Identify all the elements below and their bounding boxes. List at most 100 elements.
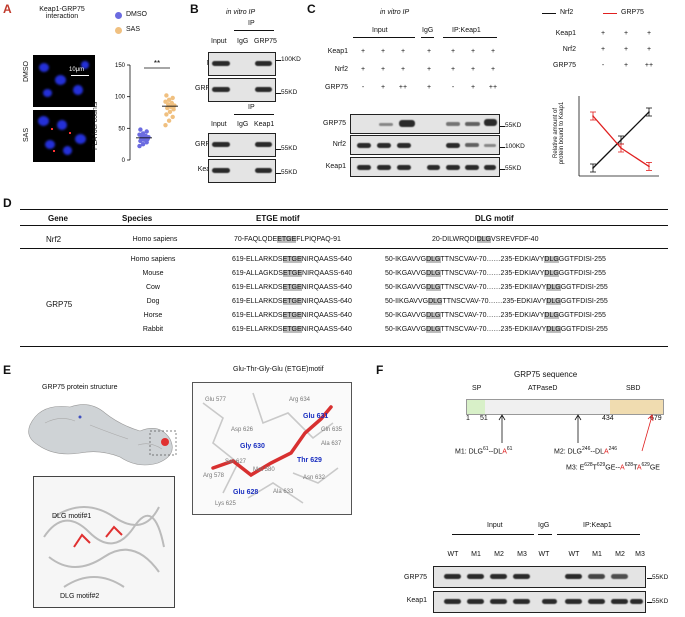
legend-line-nrf2 [542,13,556,14]
th-dlg: DLG motif [475,214,514,223]
dlg-highlight: DLG [426,256,441,263]
group-c-igg: IgG [422,27,434,34]
th-etge: ETGE motif [256,214,300,223]
blot-c-grp75 [350,114,500,134]
species-homo-sapiens: Homo sapiens [130,256,176,263]
micrograph-sas [33,110,95,162]
cond-c-sign: + [490,48,496,55]
cond-c-sign: + [380,48,386,55]
pos-51: 51 [480,415,488,422]
row-f-keap1: Keap1 [406,597,427,604]
res-gly630: Gly 630 [240,443,265,450]
row-label-sas: SAS [23,127,30,142]
cond-c-sign: - [451,84,455,91]
dlg-highlight: DLG [426,326,441,333]
y-tick-label: 100 [115,95,126,101]
protein-ribbon-box: DLG motif#1 DLG motif#2 [33,476,175,608]
species-cow: Cow [145,284,160,291]
pla-dot-plot: 0 50 100 150 ** [115,60,178,164]
y-tick-label: 0 [122,158,126,164]
pos-434: 434 [602,415,614,422]
ip-line-f-ip [557,534,640,535]
domain-sbd [610,400,663,414]
dlg-seq: 50-IKGAVVGDLGTTNSCVAV-70……235-EDKIIAVYDL… [385,284,608,291]
cond-cc-sign: + [600,30,606,37]
dlg-part: 50-IKGAVVG [385,326,427,333]
ip-line-b-bottom [234,114,274,115]
etge-part: 70-FAQLQDE [234,236,278,243]
th-gene: Gene [48,214,69,223]
domain-sp-label: SP [472,385,482,392]
cond-c-sign: + [400,48,406,55]
y-tick-label: 50 [118,126,125,132]
res-gln635: Gln 635 [321,427,343,433]
etge-seq: 619-ELLARKDSETGENIRQAASS-640 [232,256,352,263]
cond-c-sign: + [360,66,366,73]
etge-seq: 619-ALLAGKDSETGENIRQAASS-640 [232,270,352,277]
binding-line-chart [578,96,659,177]
dlg-part: GGTFDISI-255 [558,270,606,277]
panel-label-b: B [190,2,199,16]
dot-sas [169,100,174,106]
cond-cc-sign: + [646,46,652,53]
lane-f-m2: M2 [494,551,504,558]
row-b2-grp75: GRP75 [195,141,218,148]
lane-f-wt: WT [538,551,550,558]
lane-b2-igg: IgG [237,121,249,128]
res-arg578: Arg 578 [203,473,225,479]
dot-sas [167,109,173,115]
legend-label-dmso: DMSO [126,11,147,18]
res-met580: Met 580 [253,467,275,473]
protein-surface [28,404,177,466]
cond-cc-sign: + [646,30,652,37]
sequence-bar [466,399,664,415]
lane-f-m2: M2 [615,551,625,558]
etge-part: 619-ALLAGKDS [232,270,283,277]
cond-cc-label-keap1: Keap1 [555,30,576,37]
mw-c-55b: 55KD [499,165,522,172]
res-glu631: Glu 631 [303,413,329,420]
cond-c-sign: + [450,66,456,73]
cond-c-sign: + [450,48,456,55]
panel-a-title-line2: interaction [45,13,79,20]
table-d-rule-head [20,225,668,226]
panel-b-ip-bottom: IP [248,104,255,111]
blot-c-nrf2 [350,135,500,155]
mw-b-100: 100KD [276,56,301,63]
blot-b2-keap1 [208,159,276,183]
pos-679: 679 [650,415,662,422]
dlg-part: TTNSCVAV-70……235-EDKIAVY [440,256,545,263]
ip-line-c-igg [421,37,434,38]
res-asn632: Asn 632 [303,475,326,481]
dlg-highlight: DLG [544,270,559,277]
etge-part: 619-ELLARKDS [232,298,283,305]
data-point-nrf2 [620,139,622,141]
mutation-m1: M1: DLG61--DLA61 [455,446,513,456]
lane-b-input: Input [211,38,227,45]
etge-highlight: ETGE [282,312,302,319]
table-d-rule-mid [20,248,668,249]
etge-part: NIRQAASS-640 [301,312,352,319]
etge-seq: 619-ELLARKDSETGENIRQAASS-640 [232,326,352,333]
mw-f-55a: 55KD [646,574,669,581]
dlg-highlight: DLG [428,298,443,305]
legend-label-sas: SAS [126,26,141,33]
panel-b-ip-top: IP [248,20,255,27]
group-f-ipkeap1: IP:Keap1 [583,522,612,529]
res-arg634: Arg 634 [289,397,311,403]
dlg-seq: 20-DILWRQDIDLGVSREVFDF-40 [432,236,538,243]
mw-c-55a: 55KD [499,122,522,129]
dot-sas [164,112,169,117]
panel-a-title-line1: Keap1-GRP75 [39,6,85,13]
blot-b2-grp75 [208,133,276,157]
etge-part: FLPIQPAQ-91 [296,236,341,243]
dot-sas [163,122,168,128]
cond-c-label-keap1: Keap1 [327,48,348,55]
dot-sas [170,114,175,120]
etge-seq: 619-ELLARKDSETGENIRQAASS-640 [232,284,352,291]
dlg-part: GGTFDISI-255 [560,326,608,333]
panel-label-d: D [3,196,12,210]
dlg-highlight: DLG [546,298,561,305]
mutation-arrows [498,414,654,452]
res-asp626: Asp 626 [231,427,254,433]
